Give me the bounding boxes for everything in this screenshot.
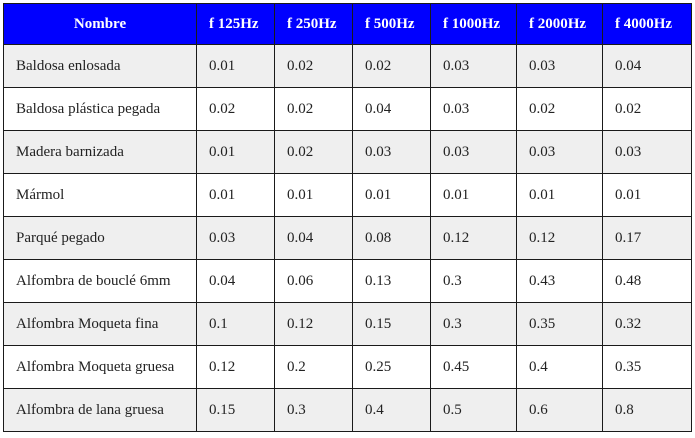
table-cell-f1000: 0.03 <box>430 44 517 88</box>
table-cell-f2000: 0.01 <box>516 173 603 217</box>
table-cell-f1000: 0.12 <box>430 216 517 260</box>
table-cell-f250: 0.2 <box>274 345 353 389</box>
column-header-f1000: f 1000Hz <box>430 3 517 45</box>
table-row: Alfombra de lana gruesa 0.15 0.3 0.4 0.5 0.6 0… <box>3 388 692 432</box>
column-header-f250: f 250Hz <box>274 3 353 45</box>
table-cell-f500: 0.03 <box>352 130 431 174</box>
table-cell-f250: 0.01 <box>274 173 353 217</box>
table-cell-f500: 0.4 <box>352 388 431 432</box>
table-cell-f1000: 0.3 <box>430 302 517 346</box>
table-cell-f2000: 0.02 <box>516 87 603 131</box>
table-cell-f250: 0.12 <box>274 302 353 346</box>
column-header-f2000: f 2000Hz <box>516 3 603 45</box>
table-body: Baldosa enlosada 0.01 0.02 0.02 0.03 0.03 0.04… <box>3 44 692 432</box>
table-cell-f4000: 0.35 <box>602 345 692 389</box>
absorption-table: Nombre f 125Hz f 250Hz f 500Hz f 1000Hz … <box>3 3 692 432</box>
table-cell-name: Mármol <box>3 173 197 217</box>
table-row: Baldosa plástica pegada 0.02 0.02 0.04 0.03 0… <box>3 87 692 131</box>
table-row: Madera barnizada 0.01 0.02 0.03 0.03 0.03 0.03 <box>3 130 692 174</box>
header-row: Nombre f 125Hz f 250Hz f 500Hz f 1000Hz … <box>3 3 692 45</box>
table-cell-f2000: 0.35 <box>516 302 603 346</box>
table-cell-f2000: 0.43 <box>516 259 603 303</box>
table-cell-name: Parqué pegado <box>3 216 197 260</box>
table-cell-f250: 0.02 <box>274 130 353 174</box>
table-cell-name: Baldosa enlosada <box>3 44 197 88</box>
table-cell-f500: 0.15 <box>352 302 431 346</box>
table-cell-f125: 0.02 <box>196 87 275 131</box>
table-cell-f500: 0.02 <box>352 44 431 88</box>
table-cell-f4000: 0.02 <box>602 87 692 131</box>
column-header-nombre: Nombre <box>3 3 197 45</box>
table-cell-f125: 0.15 <box>196 388 275 432</box>
table-cell-f2000: 0.6 <box>516 388 603 432</box>
column-header-f500: f 500Hz <box>352 3 431 45</box>
table-cell-f250: 0.3 <box>274 388 353 432</box>
table-cell-name: Madera barnizada <box>3 130 197 174</box>
table-cell-f125: 0.03 <box>196 216 275 260</box>
table-cell-f500: 0.13 <box>352 259 431 303</box>
table-cell-name: Baldosa plástica pegada <box>3 87 197 131</box>
table-cell-f500: 0.04 <box>352 87 431 131</box>
table-cell-f1000: 0.01 <box>430 173 517 217</box>
table-row: Alfombra Moqueta fina 0.1 0.12 0.15 0.3 0.35 0… <box>3 302 692 346</box>
table-cell-f250: 0.06 <box>274 259 353 303</box>
table-cell-f500: 0.25 <box>352 345 431 389</box>
table-cell-f4000: 0.17 <box>602 216 692 260</box>
table-cell-f2000: 0.03 <box>516 44 603 88</box>
table-cell-f2000: 0.03 <box>516 130 603 174</box>
table-cell-f125: 0.12 <box>196 345 275 389</box>
table-cell-f125: 0.04 <box>196 259 275 303</box>
table-cell-f4000: 0.04 <box>602 44 692 88</box>
table-row: Alfombra Moqueta gruesa 0.12 0.2 0.25 0.45 0.… <box>3 345 692 389</box>
table-cell-f1000: 0.5 <box>430 388 517 432</box>
table-cell-f4000: 0.03 <box>602 130 692 174</box>
table-cell-name: Alfombra Moqueta gruesa <box>3 345 197 389</box>
table-cell-f4000: 0.8 <box>602 388 692 432</box>
table-cell-name: Alfombra de lana gruesa <box>3 388 197 432</box>
table-cell-f1000: 0.3 <box>430 259 517 303</box>
table-cell-f500: 0.01 <box>352 173 431 217</box>
column-header-f125: f 125Hz <box>196 3 275 45</box>
table-cell-f125: 0.1 <box>196 302 275 346</box>
table-cell-f250: 0.04 <box>274 216 353 260</box>
table-row: Baldosa enlosada 0.01 0.02 0.02 0.03 0.03 0.04 <box>3 44 692 88</box>
table-cell-f4000: 0.48 <box>602 259 692 303</box>
table-cell-f1000: 0.03 <box>430 130 517 174</box>
table-cell-name: Alfombra de bouclé 6mm <box>3 259 197 303</box>
table-cell-f125: 0.01 <box>196 44 275 88</box>
table-cell-f125: 0.01 <box>196 130 275 174</box>
table-cell-f2000: 0.4 <box>516 345 603 389</box>
table-cell-f4000: 0.32 <box>602 302 692 346</box>
table-cell-f500: 0.08 <box>352 216 431 260</box>
table-cell-f1000: 0.45 <box>430 345 517 389</box>
table-row: Parqué pegado 0.03 0.04 0.08 0.12 0.12 0.17 <box>3 216 692 260</box>
table-cell-f2000: 0.12 <box>516 216 603 260</box>
table-row: Alfombra de bouclé 6mm 0.04 0.06 0.13 0.3 0.4… <box>3 259 692 303</box>
table-cell-f1000: 0.03 <box>430 87 517 131</box>
table-cell-f125: 0.01 <box>196 173 275 217</box>
table-cell-f250: 0.02 <box>274 87 353 131</box>
column-header-f4000: f 4000Hz <box>602 3 692 45</box>
table-cell-f250: 0.02 <box>274 44 353 88</box>
table-row: Mármol 0.01 0.01 0.01 0.01 0.01 0.01 <box>3 173 692 217</box>
table-container: Nombre f 125Hz f 250Hz f 500Hz f 1000Hz … <box>3 3 692 432</box>
table-cell-f4000: 0.01 <box>602 173 692 217</box>
table-cell-name: Alfombra Moqueta fina <box>3 302 197 346</box>
